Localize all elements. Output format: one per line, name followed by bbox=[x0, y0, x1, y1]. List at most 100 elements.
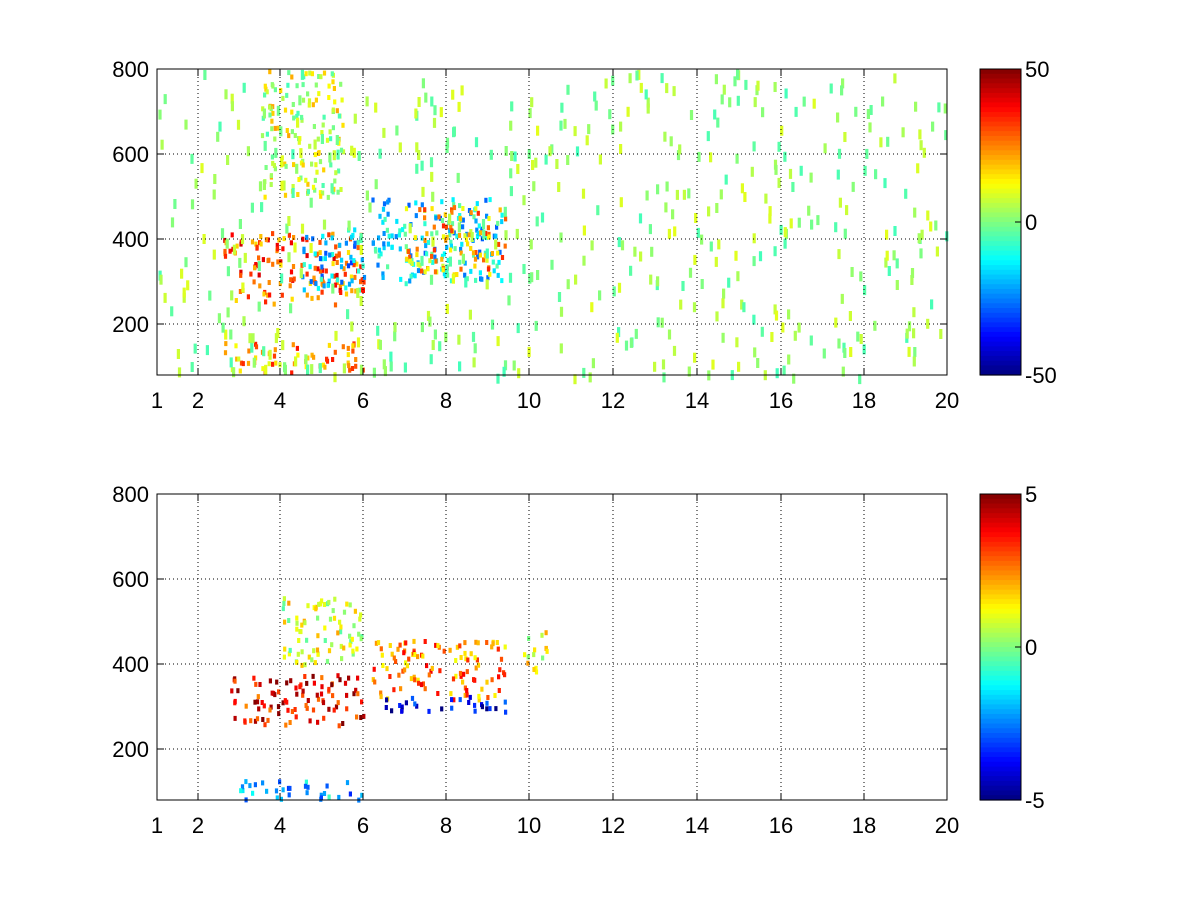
heatmap-cell bbox=[329, 136, 333, 142]
heatmap-cell bbox=[557, 292, 562, 302]
heatmap-cell bbox=[190, 153, 194, 164]
plot-frame bbox=[156, 493, 948, 801]
heatmap-cell bbox=[473, 702, 477, 708]
heatmap-cell bbox=[379, 251, 383, 257]
heatmap-cell bbox=[403, 223, 407, 229]
heatmap-cell bbox=[615, 332, 619, 343]
heatmap-cell bbox=[509, 168, 513, 179]
heatmap-cell bbox=[321, 267, 325, 273]
heatmap-cell bbox=[536, 125, 540, 136]
heatmap-cell bbox=[496, 336, 500, 347]
heatmap-cell bbox=[326, 282, 330, 288]
heatmap-cell bbox=[773, 82, 777, 92]
heatmap-cell bbox=[837, 249, 841, 260]
heatmap-cell bbox=[339, 81, 343, 87]
heatmap-cell bbox=[679, 299, 683, 310]
heatmap-cell bbox=[346, 309, 350, 320]
x-tick-label: 1 bbox=[151, 388, 163, 413]
heatmap-cell bbox=[359, 233, 363, 244]
x-tick-label: 2 bbox=[192, 813, 204, 838]
colorbar-segment bbox=[980, 217, 1021, 223]
colorbar-segment bbox=[980, 73, 1021, 80]
heatmap-cell bbox=[596, 205, 600, 216]
heatmap-cell bbox=[555, 159, 559, 169]
heatmap-cell bbox=[458, 697, 462, 703]
colorbar-segment bbox=[980, 498, 1021, 505]
heatmap-cell bbox=[257, 261, 261, 271]
heatmap-cell bbox=[355, 261, 359, 267]
heatmap-cell bbox=[733, 76, 737, 87]
heatmap-cell bbox=[440, 218, 445, 223]
heatmap-cell bbox=[332, 186, 336, 192]
colorbar-segment bbox=[980, 551, 1021, 557]
heatmap-cell bbox=[327, 342, 331, 348]
heatmap-cell bbox=[339, 187, 343, 192]
heatmap-cell bbox=[324, 240, 328, 246]
colorbar-segment bbox=[980, 790, 1021, 796]
heatmap-cell bbox=[330, 273, 334, 279]
heatmap-cell bbox=[410, 261, 414, 266]
heatmap-cell bbox=[277, 237, 281, 243]
heatmap-cell bbox=[296, 651, 300, 657]
heatmap-cell bbox=[404, 660, 408, 666]
heatmap-cell bbox=[322, 791, 327, 796]
heatmap-cell bbox=[430, 665, 434, 671]
heatmap-cell bbox=[479, 230, 483, 236]
heatmap-cell bbox=[332, 256, 336, 261]
heatmap-cell bbox=[893, 73, 897, 84]
heatmap-cell bbox=[507, 295, 511, 306]
heatmap-cell bbox=[526, 654, 530, 660]
heatmap-cell bbox=[306, 91, 310, 97]
heatmap-cell bbox=[783, 227, 787, 238]
heatmap-cell bbox=[347, 220, 351, 231]
heatmap-cell bbox=[415, 163, 419, 174]
heatmap-cell bbox=[415, 246, 419, 252]
heatmap-cell bbox=[420, 255, 424, 266]
heatmap-cell bbox=[591, 358, 595, 369]
heatmap-cell bbox=[496, 272, 500, 278]
heatmap-cell bbox=[740, 183, 744, 194]
heatmap-cell bbox=[318, 256, 323, 262]
heatmap-cell bbox=[286, 82, 290, 88]
heatmap-cell bbox=[707, 206, 711, 217]
colorbar-segment bbox=[980, 193, 1021, 199]
heatmap-cell bbox=[382, 245, 386, 251]
heatmap-cell bbox=[885, 229, 889, 240]
heatmap-cell bbox=[300, 69, 304, 80]
heatmap-cell bbox=[305, 271, 309, 277]
heatmap-cell bbox=[298, 95, 302, 106]
heatmap-cell bbox=[399, 686, 403, 692]
heatmap-cell bbox=[248, 783, 252, 789]
heatmap-cell bbox=[379, 694, 383, 700]
heatmap-cell bbox=[230, 688, 234, 694]
heatmap-cell bbox=[313, 187, 317, 193]
heatmap-cell bbox=[711, 359, 715, 370]
heatmap-cell bbox=[318, 239, 322, 245]
heatmap-cell bbox=[468, 694, 472, 700]
heatmap-cell bbox=[282, 236, 286, 242]
colorbar-segment bbox=[980, 135, 1021, 142]
heatmap-cell bbox=[823, 143, 827, 154]
heatmap-cell bbox=[234, 343, 238, 349]
heatmap-cell bbox=[290, 74, 294, 80]
heatmap-cell bbox=[782, 365, 786, 376]
heatmap-cell bbox=[440, 706, 444, 712]
heatmap-cell bbox=[587, 124, 591, 135]
heatmap-cell bbox=[807, 205, 811, 216]
heatmap-cell bbox=[460, 241, 464, 247]
heatmap-cell bbox=[235, 356, 239, 362]
heatmap-cell bbox=[273, 125, 277, 131]
heatmap-cell bbox=[582, 225, 586, 236]
heatmap-cell bbox=[414, 108, 418, 119]
heatmap-cell bbox=[907, 346, 911, 357]
heatmap-cell bbox=[550, 259, 554, 270]
heatmap-cell bbox=[716, 117, 720, 128]
heatmap-cell bbox=[893, 226, 897, 236]
heatmap-cell bbox=[393, 331, 397, 342]
heatmap-cell bbox=[321, 279, 325, 285]
heatmap-cell bbox=[341, 149, 346, 155]
heatmap-cell bbox=[382, 231, 386, 236]
heatmap-cell bbox=[660, 317, 664, 328]
heatmap-cell bbox=[598, 154, 602, 165]
colorbar-segment bbox=[980, 599, 1021, 605]
